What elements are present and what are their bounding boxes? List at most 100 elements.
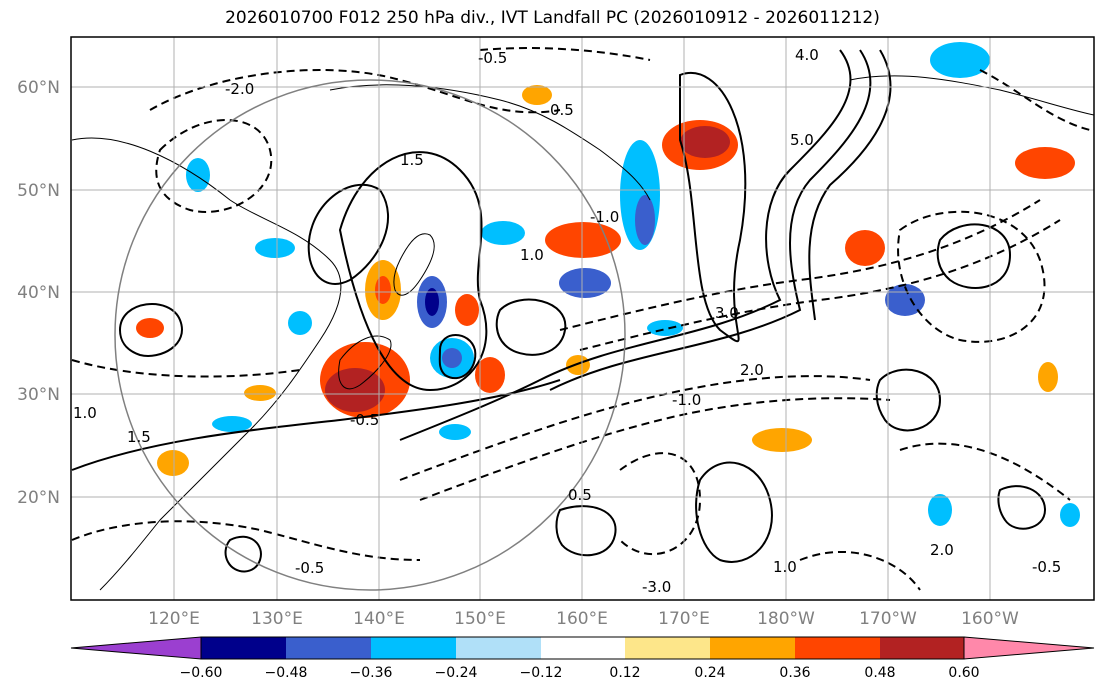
contour-label: 0.5: [550, 101, 574, 119]
contour-line: [224, 535, 262, 573]
contour-line: [71, 379, 561, 471]
contour-line: [555, 505, 617, 557]
colorbar-tick-label: 0.24: [694, 665, 725, 681]
div-blob: [442, 348, 462, 368]
div-blob: [157, 450, 189, 476]
coastline: [329, 84, 651, 201]
contour-line: [419, 397, 891, 501]
ivt-contours-solid: [71, 49, 1047, 573]
colorbar-segment: [880, 637, 964, 659]
contour-line: [149, 69, 561, 114]
contour-label: -0.5: [1032, 558, 1061, 576]
lon-label: 140°E: [353, 609, 405, 629]
div-blob: [1038, 362, 1058, 392]
lon-label: 180°W: [757, 609, 815, 629]
contour-line: [549, 49, 872, 391]
lon-label: 160°E: [556, 609, 608, 629]
contour-label: 1.0: [73, 404, 97, 422]
coastlines: [71, 75, 1094, 591]
contour-label: -3.0: [642, 578, 671, 596]
contour-line: [71, 520, 421, 561]
contour-label: -2.0: [225, 80, 254, 98]
contour-line: [559, 199, 1041, 331]
colorbar-tick-label: 0.12: [609, 665, 640, 681]
contour-line: [695, 461, 773, 563]
coastline: [849, 75, 1094, 116]
contour-label: 2.0: [930, 541, 954, 559]
contour-line: [307, 183, 390, 285]
div-blob: [1060, 503, 1080, 527]
lon-label: 120°E: [148, 609, 200, 629]
colorbar-extend-high: [963, 636, 1095, 660]
contour-line: [897, 210, 1046, 343]
map-title: 2026010700 F012 250 hPa div., IVT Landfa…: [225, 8, 880, 28]
lat-label: 30°N: [17, 385, 60, 405]
contour-label: 1.5: [400, 151, 424, 169]
lon-label: 170°E: [658, 609, 710, 629]
contour-label: 2.0: [740, 361, 764, 379]
contour-line: [799, 551, 921, 591]
lon-labels: 120°E 130°E 140°E 150°E 160°E 170°E 180°…: [148, 609, 1019, 629]
colorbar-outline: [200, 636, 965, 660]
div-blob: [680, 126, 730, 158]
div-blob: [375, 276, 391, 304]
colorbar-segment: [625, 637, 710, 659]
contour-label: -0.5: [350, 411, 379, 429]
contour-label: 1.0: [773, 558, 797, 576]
div-blob: [212, 416, 252, 432]
colorbar-segment: [795, 637, 880, 659]
contour-line: [808, 49, 892, 321]
contour-labels: -0.5 -2.0 1.0 0.5 1.5 -1.0 3.0 5.0 4.0 2…: [73, 46, 1061, 596]
colorbar-segment: [201, 637, 286, 659]
div-blob: [845, 230, 885, 266]
div-blob: [255, 238, 295, 258]
div-blob: [439, 424, 471, 440]
colorbar-extend-low: [70, 636, 202, 660]
lon-label: 170°W: [859, 609, 917, 629]
colorbar-tick-label: 0.60: [948, 665, 979, 681]
contour-line: [679, 72, 747, 343]
div-blob: [647, 320, 683, 336]
contour-label: -0.5: [478, 49, 507, 67]
contour-line: [399, 49, 852, 441]
colorbar-tick-label: −0.36: [350, 665, 393, 681]
lat-label: 50°N: [17, 181, 60, 201]
coastline: [338, 335, 392, 390]
contour-label: 3.0: [715, 304, 739, 322]
div-blob: [455, 294, 479, 326]
div-blob: [136, 318, 164, 338]
lon-label: 160°W: [961, 609, 1019, 629]
contour-line: [619, 452, 702, 556]
colorbar-segment: [371, 637, 456, 659]
contour-label: 1.5: [127, 428, 151, 446]
contour-line: [579, 219, 1061, 351]
map-frame: [70, 36, 1095, 601]
lon-label: 150°E: [454, 609, 506, 629]
contour-label: -0.5: [295, 559, 324, 577]
colorbar-tick-label: −0.60: [180, 665, 223, 681]
div-blob: [244, 385, 276, 401]
contour-line: [71, 359, 301, 378]
colorbar-tick-label: −0.12: [520, 665, 563, 681]
div-blob: [425, 288, 439, 316]
colorbar-tick-label: 0.48: [864, 665, 895, 681]
colorbar-segment: [541, 637, 625, 659]
lat-labels: 60°N 50°N 40°N 30°N 20°N: [17, 78, 60, 508]
div-blob: [481, 221, 525, 245]
colorbar-segment: [456, 637, 541, 659]
div-blob: [752, 428, 812, 452]
contour-label: 4.0: [795, 46, 819, 64]
colorbar-segment: [710, 637, 795, 659]
colorbar: −0.60 −0.48 −0.36 −0.24 −0.12 0.12 0.24 …: [70, 636, 1095, 681]
contour-line: [438, 334, 477, 380]
ivt-contours-dashed: [71, 47, 1091, 591]
contour-line: [997, 485, 1047, 530]
contour-line: [495, 298, 567, 356]
contour-label: 0.5: [568, 486, 592, 504]
contour-line: [155, 119, 273, 213]
coastline: [71, 137, 342, 591]
lon-label: 130°E: [251, 609, 303, 629]
coastline: [393, 233, 435, 296]
div-blob: [930, 42, 990, 78]
